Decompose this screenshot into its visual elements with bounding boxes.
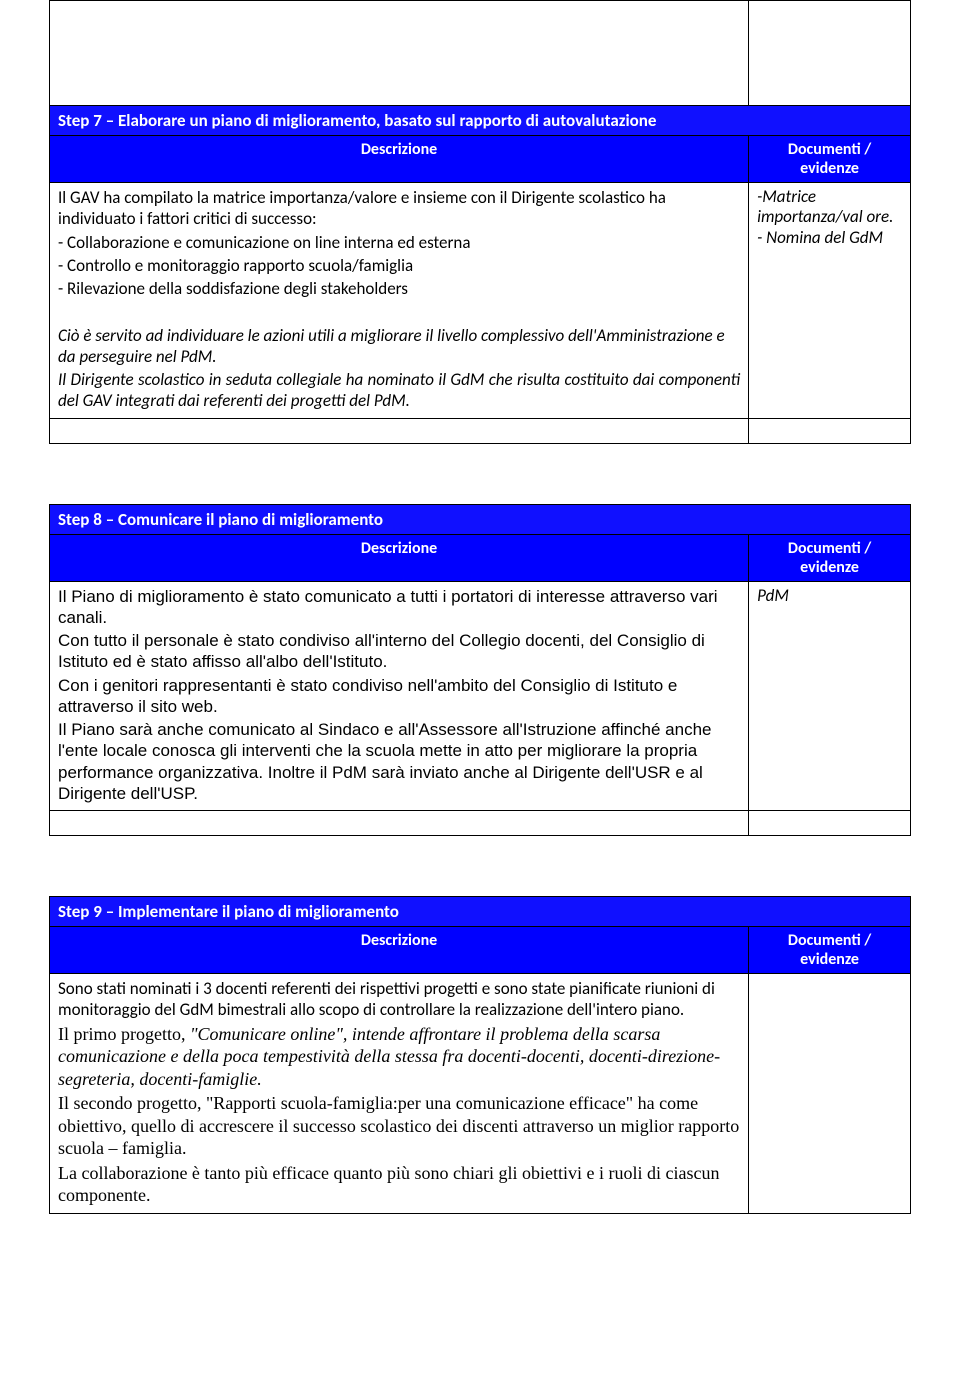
step8-p4: Il Piano sarà anche comunicato al Sindac…	[58, 719, 740, 804]
step7-content: Il GAV ha compilato la matrice importanz…	[50, 183, 749, 419]
step7-p1: Il GAV ha compilato la matrice importanz…	[58, 187, 740, 230]
step7-title: Step 7 – Elaborare un piano di miglioram…	[50, 106, 911, 136]
blank-cell	[50, 1, 749, 106]
step9-doc-header: Documenti / evidenze	[749, 927, 911, 974]
step7-doc-header: Documenti / evidenze	[749, 136, 911, 183]
step7-desc-header: Descrizione	[50, 136, 749, 183]
step8-content: Il Piano di miglioramento è stato comuni…	[50, 581, 749, 811]
step8-p3: Con i genitori rappresentanti è stato co…	[58, 675, 740, 718]
blank-cell	[749, 418, 911, 443]
step8-p1: Il Piano di miglioramento è stato comuni…	[58, 586, 740, 629]
step9-p1: Sono stati nominati i 3 docenti referent…	[58, 978, 740, 1021]
step9-p2a: Il primo progetto,	[58, 1024, 185, 1044]
step9-content: Sono stati nominati i 3 docenti referent…	[50, 974, 749, 1214]
step8-side1: PdM	[757, 585, 789, 606]
step7-table: Step 7 – Elaborare un piano di miglioram…	[49, 0, 911, 444]
step9-title: Step 9 – Implementare il piano di miglio…	[50, 897, 911, 927]
step8-doc-header: Documenti / evidenze	[749, 534, 911, 581]
step7-side2: - Nomina del GdM	[757, 227, 883, 248]
blank-cell	[749, 1, 911, 106]
step8-desc-header: Descrizione	[50, 534, 749, 581]
step7-p2: Ciò è servito ad individuare le azioni u…	[58, 325, 740, 368]
step7-li2: - Controllo e monitoraggio rapporto scuo…	[58, 255, 740, 276]
step8-p2: Con tutto il personale è stato condiviso…	[58, 630, 740, 673]
step9-p4: La collaborazione è tanto più efficace q…	[58, 1162, 740, 1207]
step8-side: PdM	[749, 581, 911, 811]
step9-side	[749, 974, 911, 1214]
blank-cell	[50, 418, 749, 443]
step8-table: Step 8 – Comunicare il piano di migliora…	[49, 504, 911, 837]
step7-side1: -Matrice importanza/val ore.	[757, 186, 893, 227]
step7-p3: Il Dirigente scolastico in seduta colleg…	[58, 369, 740, 412]
step9-p3: Il secondo progetto, "Rapporti scuola-fa…	[58, 1092, 740, 1160]
step7-li3: - Rilevazione della soddisfazione degli …	[58, 278, 740, 299]
step7-li1: - Collaborazione e comunicazione on line…	[58, 232, 740, 253]
step9-table: Step 9 – Implementare il piano di miglio…	[49, 896, 911, 1214]
step7-side: -Matrice importanza/val ore. - Nomina de…	[749, 183, 911, 419]
step8-title: Step 8 – Comunicare il piano di migliora…	[50, 504, 911, 534]
blank-cell	[749, 811, 911, 836]
blank-cell	[50, 811, 749, 836]
step9-desc-header: Descrizione	[50, 927, 749, 974]
